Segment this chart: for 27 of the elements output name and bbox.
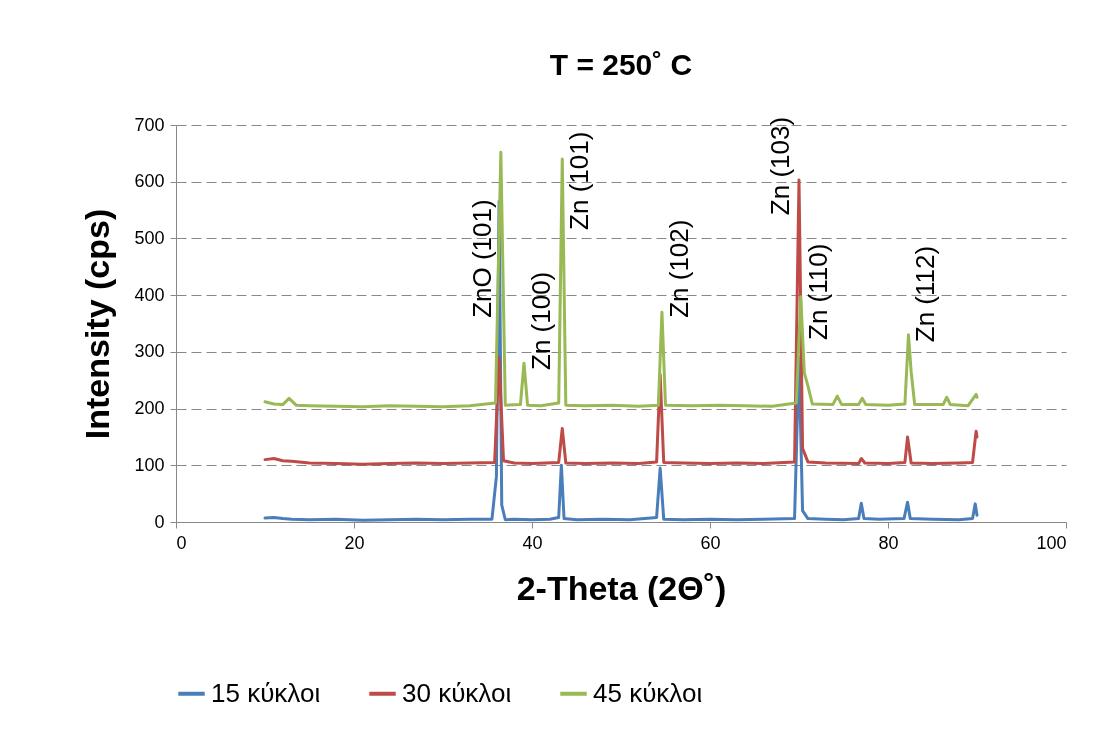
x-tick-label: 20 [344, 532, 365, 553]
annotation: Zn (101) [564, 131, 595, 230]
legend-label: 45 κύκλοι [593, 677, 703, 708]
annotation: Zn (110) [802, 243, 833, 340]
x-tick-label: 80 [878, 532, 899, 553]
y-tick-label: 600 [134, 171, 165, 192]
annotation: Zn (100) [525, 271, 556, 371]
annotation: Zn (103) [765, 116, 795, 216]
y-tick-label: 300 [134, 341, 165, 362]
annotation: ZnO (101) [466, 199, 497, 318]
y-axis-title: Intensity (cps) [78, 208, 117, 440]
x-tick-label: 40 [522, 532, 543, 553]
x-tick-label: 0 [176, 532, 187, 553]
x-axis-title: 2-Theta (2Θ˚) [516, 568, 727, 607]
x-tick-label: 60 [700, 532, 721, 553]
legend-label: 30 κύκλοι [402, 677, 512, 708]
annotation: Zn (112) [910, 245, 941, 343]
chart-title: T = 250˚ C [549, 48, 693, 81]
y-tick-label: 100 [134, 454, 165, 475]
legend-label: 15 κύκλοι [211, 677, 321, 708]
y-tick-label: 500 [134, 227, 165, 248]
y-tick-label: 700 [134, 114, 165, 135]
x-tick-label: 100 [1036, 532, 1067, 553]
y-tick-label: 200 [134, 398, 165, 419]
y-tick-label: 0 [154, 511, 165, 532]
annotation: Zn (102) [663, 219, 694, 318]
y-tick-label: 400 [134, 284, 165, 305]
